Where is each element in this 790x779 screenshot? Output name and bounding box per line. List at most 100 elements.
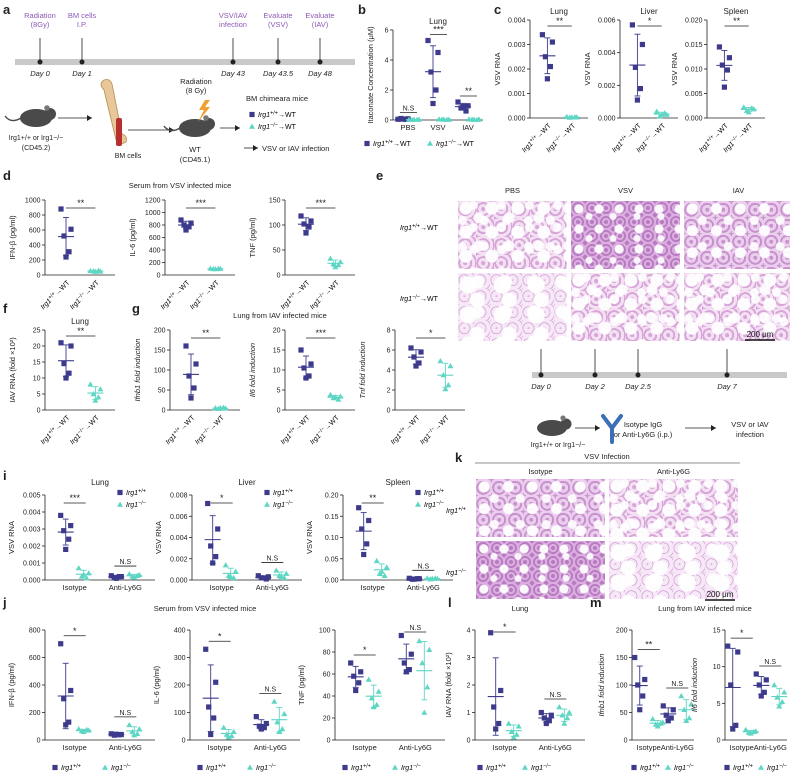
y-tick-label: 100	[269, 223, 281, 230]
data-point-irg1-plus	[670, 707, 676, 713]
category-label: Isotype	[63, 583, 87, 592]
data-point-irg1-minus	[249, 123, 255, 129]
y-tick-label: 0.010	[685, 67, 703, 74]
genotype-label: Irg1+/+→WT	[39, 278, 72, 311]
panel-title: Lung from IAV infected mice	[658, 604, 752, 613]
y-tick-label: 0	[277, 408, 281, 415]
legend-entry: Irg1+/+	[273, 489, 293, 498]
timeline-day-label: Day 2	[585, 382, 605, 391]
data-point-irg1-plus	[188, 220, 194, 226]
legend-entry: Irg1−/−	[531, 764, 551, 773]
y-tick-label: 0.20	[325, 493, 339, 500]
legend-entry: Irg1+/+	[486, 764, 506, 773]
legend-entry: Irg1+/+	[61, 764, 81, 773]
significance-label: N.S	[671, 681, 683, 688]
data-point-irg1-plus	[637, 86, 643, 92]
category-label: PBS	[400, 123, 415, 132]
data-point-irg1-minus	[274, 719, 281, 725]
category-label: Anti-Ly6G	[539, 743, 572, 752]
category-label: VSV	[430, 123, 445, 132]
significance-label: **	[465, 86, 473, 96]
genotype-label: Irg1−/−→WT	[193, 413, 226, 446]
data-point-irg1-plus	[547, 63, 553, 70]
panel-letter-k: k	[455, 450, 463, 465]
significance-label: *	[220, 493, 224, 503]
y-axis-label: IAV RNA (fold ×10²)	[444, 652, 453, 718]
data-point-irg1-minus	[230, 728, 237, 734]
plot-title: Lung	[71, 317, 89, 326]
data-point-irg1-plus	[359, 526, 365, 532]
data-point-irg1-plus	[496, 720, 502, 727]
y-tick-label: 600	[29, 655, 41, 662]
y-tick-label: 3	[467, 655, 471, 662]
panel-title: Lung from IAV infected mice	[233, 311, 327, 320]
significance-label: **	[202, 328, 210, 338]
timeline-event-label: (8Gy)	[31, 20, 50, 29]
data-point-irg1-minus	[87, 381, 94, 387]
y-axis-label: VSV RNA	[583, 53, 592, 86]
y-tick-label: 0	[157, 273, 161, 280]
y-tick-label: 1000	[25, 198, 41, 205]
significance-label: N.S	[409, 625, 421, 632]
timeline-dot	[230, 59, 236, 65]
y-tick-label: 0	[182, 738, 186, 745]
y-axis-label: VSV RNA	[305, 521, 314, 554]
legend-entry: Irg1+/+	[640, 764, 660, 773]
data-point-irg1-plus	[58, 340, 64, 346]
data-point-irg1-plus	[546, 718, 552, 724]
legend-entry: Irg1−/−	[126, 501, 146, 510]
data-point-irg1-minus	[566, 709, 573, 715]
panel-letter-e: e	[376, 168, 383, 183]
data-point-irg1-minus	[126, 721, 133, 728]
row-label: Irg1+/+	[446, 507, 466, 516]
data-point-irg1-plus	[728, 682, 734, 688]
data-point-irg1-minus	[117, 501, 123, 507]
data-point-irg1-minus	[665, 764, 671, 770]
y-axis-label: Il6 fold induction	[248, 343, 257, 397]
data-point-irg1-minus	[419, 660, 426, 666]
y-tick-label: 20	[273, 328, 281, 335]
significance-label: N.S	[266, 555, 278, 562]
data-point-irg1-minus	[375, 688, 382, 694]
data-point-irg1-plus	[117, 489, 123, 496]
genotype-label: Irg1+/+→WT	[164, 413, 197, 446]
genotype-label: Irg1+/+→WT	[39, 413, 72, 446]
data-point-irg1-plus	[298, 347, 304, 353]
y-tick-label: 0.003	[23, 527, 41, 534]
y-axis-label: VSV RNA	[493, 53, 502, 86]
data-point-irg1-minus	[776, 703, 783, 709]
y-tick-label: 8	[387, 328, 391, 335]
data-point-irg1-minus	[264, 501, 270, 507]
data-point-irg1-minus	[97, 386, 104, 392]
y-tick-label: 10	[33, 376, 41, 383]
data-point-irg1-plus	[401, 660, 407, 666]
data-point-irg1-plus	[465, 103, 471, 109]
data-point-irg1-plus	[642, 676, 648, 683]
data-point-irg1-plus	[716, 44, 722, 50]
data-point-irg1-minus	[564, 715, 571, 721]
y-tick-label: 0.002	[23, 544, 41, 551]
category-label: Anti-Ly6G	[254, 743, 287, 752]
histology-image	[608, 540, 739, 600]
y-tick-label: 1200	[145, 198, 161, 205]
y-tick-label: 200	[174, 683, 186, 690]
treatment-label: Isotype IgG	[624, 420, 663, 429]
y-tick-label: 200	[29, 710, 41, 717]
y-tick-label: 0.000	[508, 116, 526, 123]
legend-entry: Irg1−/−→WT	[258, 123, 297, 132]
data-point-irg1-minus	[392, 764, 398, 770]
row-label: Irg1−/−→WT	[400, 295, 439, 304]
genotype-label: Irg1−/−→WT	[188, 278, 221, 311]
panel-letter-a: a	[3, 2, 11, 17]
data-point-irg1-plus	[253, 714, 259, 720]
significance-label: N.S	[403, 106, 415, 113]
y-tick-label: 0	[37, 408, 41, 415]
data-point-irg1-plus	[303, 230, 309, 236]
significance-label: ***	[69, 493, 80, 503]
y-axis-label: VSV RNA	[154, 521, 163, 554]
data-point-irg1-minus	[440, 372, 447, 378]
data-point-irg1-plus	[208, 731, 214, 738]
category-label: Anti-Ly6G	[754, 743, 787, 752]
category-label: Anti-Ly6G	[109, 583, 142, 592]
timeline-dot	[635, 372, 641, 378]
